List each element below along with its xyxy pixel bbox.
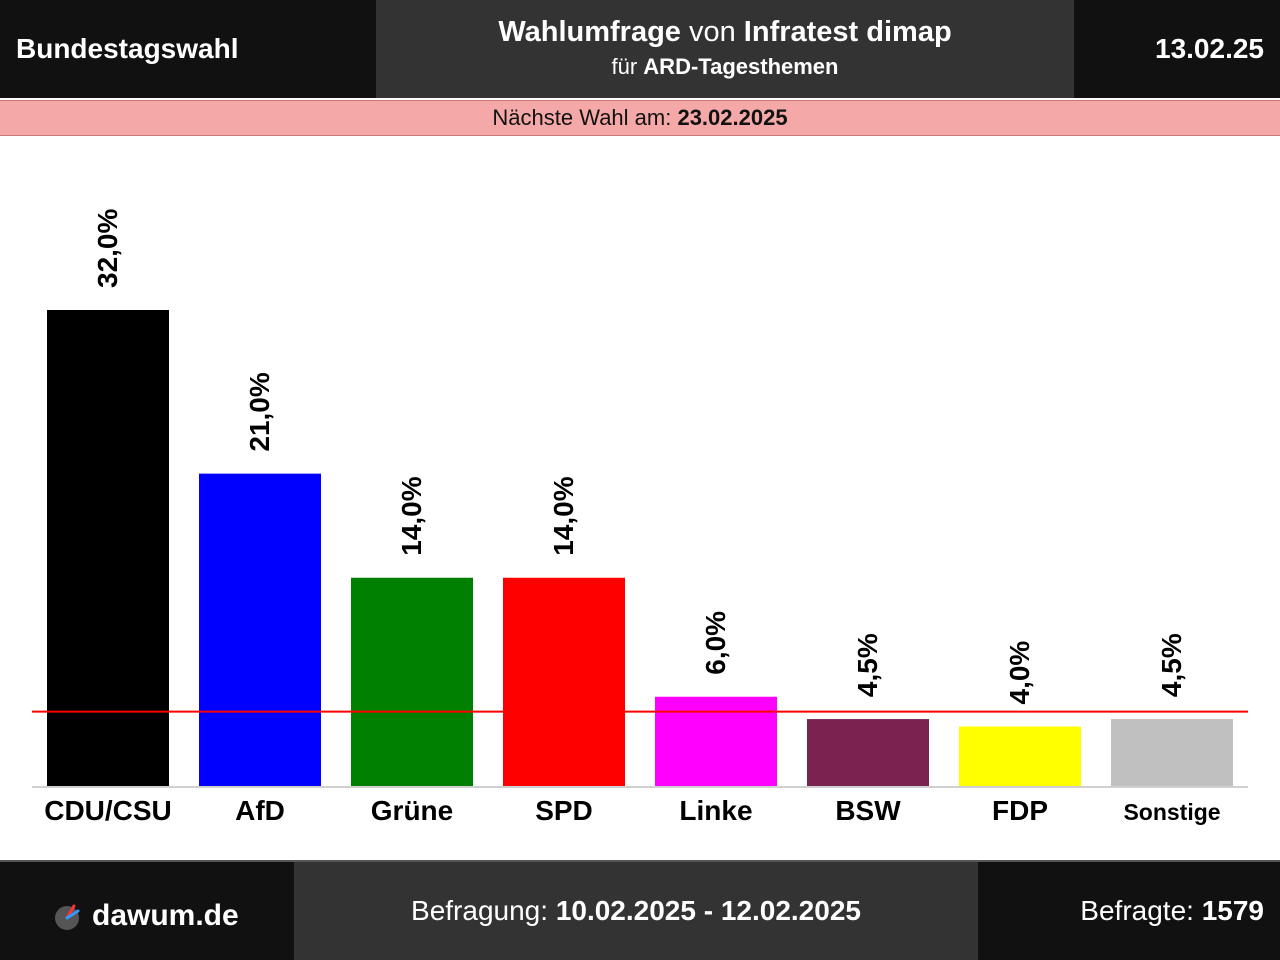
survey-period-label: Befragung: xyxy=(411,895,556,926)
next-election-label: Nächste Wahl am: xyxy=(492,105,678,130)
category-label: BSW xyxy=(835,795,901,826)
poll-title-main: Wahlumfrage xyxy=(498,16,681,48)
bar-chart: 32,0% CDU/CSU 21,0% AfD 14,0% Grüne 14,0% SPD 6,… xyxy=(32,209,1248,826)
header-bar: Bundestagswahl Wahlumfrage von Infratest… xyxy=(0,0,1280,98)
category-label: FDP xyxy=(992,795,1048,826)
value-label: 21,0% xyxy=(244,372,275,451)
survey-period-value: 10.02.2025 - 12.02.2025 xyxy=(555,895,861,926)
bar-gr-ne xyxy=(351,577,473,786)
value-label: 6,0% xyxy=(700,611,731,675)
bar-linke xyxy=(655,696,777,786)
site-name: dawum.de xyxy=(92,899,239,932)
bar-fdp xyxy=(959,726,1081,786)
value-label: 4,5% xyxy=(852,633,883,697)
next-election-banner: Nächste Wahl am: 23.02.2025 xyxy=(0,100,1280,136)
value-label: 14,0% xyxy=(396,476,427,555)
sample-size-label: Befragte: xyxy=(1080,895,1202,926)
footer-bar: dawum.de Befragung: 10.02.2025 - 12.02.2… xyxy=(0,860,1280,960)
sample-size: Befragte: 1579 xyxy=(978,862,1280,960)
category-label: Linke xyxy=(679,795,752,826)
category-label: AfD xyxy=(235,795,285,826)
bar-spd xyxy=(503,577,625,786)
election-title: Bundestagswahl xyxy=(16,33,239,64)
survey-period: Befragung: 10.02.2025 - 12.02.2025 xyxy=(294,862,978,960)
client-name: ARD-Tagesthemen xyxy=(643,54,839,79)
publish-date: 13.02.25 xyxy=(1155,33,1264,64)
bar-bsw xyxy=(807,719,929,786)
pollster-name: Infratest dimap xyxy=(743,16,952,48)
category-label: CDU/CSU xyxy=(44,795,172,826)
sample-size-value: 1579 xyxy=(1201,895,1264,926)
bar-sonstige xyxy=(1111,719,1233,786)
footer-brand[interactable]: dawum.de xyxy=(0,862,294,960)
value-label: 14,0% xyxy=(548,476,579,555)
next-election-date: 23.02.2025 xyxy=(677,105,788,130)
value-label: 4,0% xyxy=(1004,641,1035,705)
bar-afd xyxy=(199,473,321,786)
poll-title-connector: von xyxy=(680,16,744,48)
value-label: 4,5% xyxy=(1156,633,1187,697)
category-label: Grüne xyxy=(371,795,453,826)
subtitle-prefix: für xyxy=(611,54,644,79)
category-label: Sonstige xyxy=(1123,799,1220,825)
category-label: SPD xyxy=(535,795,593,826)
dawum-logo-icon xyxy=(55,904,80,930)
poll-title-block: Wahlumfrage von Infratest dimap für ARD-… xyxy=(376,0,1074,98)
poll-title: Wahlumfrage von Infratest dimap xyxy=(376,15,1074,49)
poll-subtitle: für ARD-Tagesthemen xyxy=(376,53,1074,81)
bar-cdu-csu xyxy=(47,310,169,786)
value-label: 32,0% xyxy=(92,209,123,288)
